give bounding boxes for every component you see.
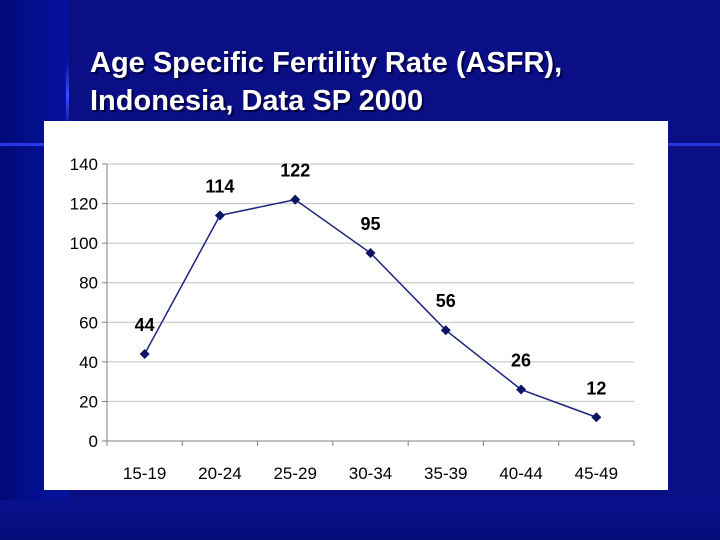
y-tick-label: 0 (89, 432, 98, 451)
x-tick-label: 35-39 (424, 464, 467, 483)
data-point-marker (516, 384, 527, 395)
series-layer (139, 194, 602, 423)
x-tick-label: 25-29 (273, 464, 316, 483)
data-label: 44 (135, 315, 155, 335)
data-label: 56 (436, 291, 456, 311)
data-label-layer: 44 114 122 95 56 26 12 (135, 161, 607, 399)
x-tick-label: 30-34 (349, 464, 392, 483)
x-tick-label: 15-19 (123, 464, 166, 483)
x-tick-label: 20-24 (198, 464, 241, 483)
data-point-marker (440, 325, 451, 336)
y-tick-label: 100 (70, 234, 98, 253)
data-point-marker (591, 412, 602, 423)
data-label: 114 (205, 176, 234, 196)
data-point-marker (365, 248, 376, 259)
y-tick-label: 40 (79, 353, 98, 372)
x-tick-label: 45-49 (575, 464, 618, 483)
data-point-marker (290, 194, 301, 205)
y-tick-label: 80 (79, 274, 98, 293)
grid-layer (107, 163, 634, 402)
chart-panel: 0 20 40 60 80 100 120 140 15-19 20-24 25-29 30-34 35… (44, 121, 668, 490)
axis-layer: 0 20 40 60 80 100 120 140 15-19 20-24 25-29 30-34 35… (70, 155, 635, 483)
slide-title: Age Specific Fertility Rate (ASFR), Indo… (90, 47, 563, 117)
y-tick-label: 60 (79, 313, 98, 332)
data-label: 26 (511, 351, 531, 371)
x-tick-label: 40-44 (499, 464, 542, 483)
y-tick-label: 120 (70, 195, 98, 214)
data-label: 95 (360, 214, 380, 234)
y-tick-label: 140 (70, 155, 98, 174)
data-point-marker (214, 210, 225, 221)
data-label: 122 (280, 161, 310, 181)
data-label: 12 (586, 378, 606, 398)
background-accent-line-vertical (66, 60, 69, 130)
data-point-marker (139, 348, 150, 359)
y-tick-label: 20 (79, 392, 98, 411)
line-chart: 0 20 40 60 80 100 120 140 15-19 20-24 25-29 30-34 35… (70, 155, 635, 483)
background-band-bottom (0, 500, 720, 540)
